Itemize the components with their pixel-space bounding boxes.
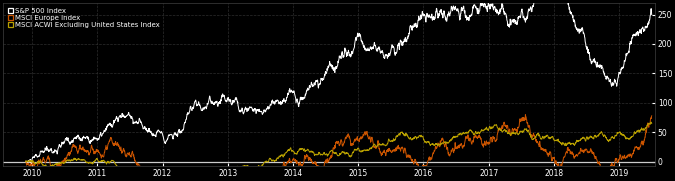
Legend: S&P 500 Index, MSCI Europe Index, MSCI ACWI Excluding United States Index: S&P 500 Index, MSCI Europe Index, MSCI A… <box>6 6 161 29</box>
